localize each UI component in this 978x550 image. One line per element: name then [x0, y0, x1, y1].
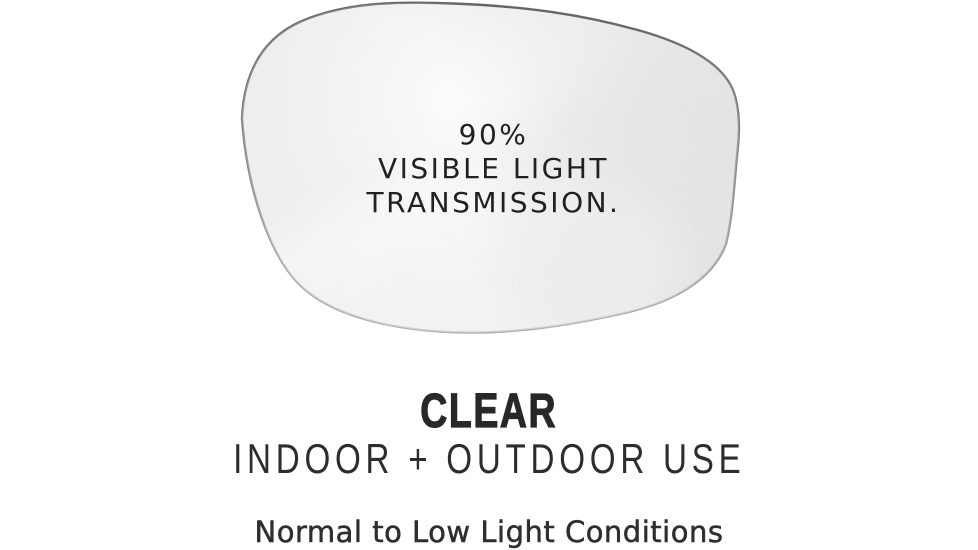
lens-caption: 90% VISIBLE LIGHT TRANSMISSION. — [242, 118, 745, 220]
lens-tint-title: CLEAR — [420, 385, 558, 438]
usage-subtitle: INDOOR + OUTDOOR USE — [232, 435, 746, 482]
usage-subtitle-row: INDOOR + OUTDOOR USE — [0, 438, 978, 480]
light-conditions-row: Normal to Low Light Conditions — [0, 515, 978, 549]
lens-tint-title-row: CLEAR — [0, 385, 978, 438]
caption-line-transmission: TRANSMISSION. — [366, 186, 621, 219]
lens-shade-right — [500, 60, 739, 333]
light-conditions-label: Normal to Low Light Conditions — [254, 515, 724, 549]
lens-sheen-upper-left — [242, 2, 470, 300]
caption-line-percentage: 90% — [458, 118, 529, 151]
caption-line-visible-light: VISIBLE LIGHT — [377, 152, 610, 185]
